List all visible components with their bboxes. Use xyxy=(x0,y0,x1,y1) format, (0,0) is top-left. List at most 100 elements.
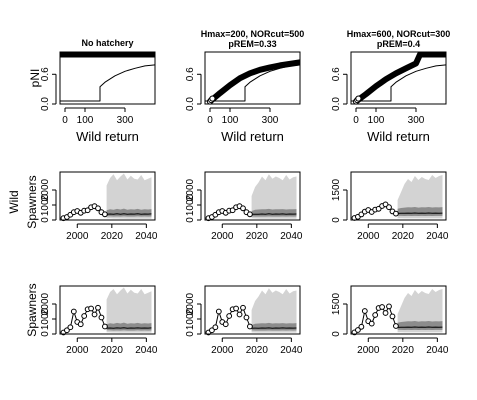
y-tick-label: 0 xyxy=(331,331,342,337)
panel-title: Hmax=200, NORcut=500 xyxy=(201,29,305,39)
observed-point xyxy=(387,304,392,309)
observed-point xyxy=(103,324,108,329)
y-tick-label: 0 xyxy=(40,331,51,337)
observed-point xyxy=(82,314,87,319)
x-tick-label: 2040 xyxy=(135,345,158,356)
y-tick-label: 0.6 xyxy=(40,67,51,81)
x-tick-label: 2040 xyxy=(280,231,303,242)
y-tick-label: 0 xyxy=(331,217,342,223)
x-axis-label: Wild return xyxy=(367,129,430,144)
observed-point xyxy=(213,325,218,330)
median-line xyxy=(107,214,152,215)
x-tick-label: 100 xyxy=(77,115,94,126)
x-tick-label: 2000 xyxy=(66,345,89,356)
y-tick-label: 2000 xyxy=(185,292,196,315)
y-tick-label: 2000 xyxy=(185,178,196,201)
series-line-thin xyxy=(60,65,155,101)
observed-point xyxy=(103,212,108,217)
plot-frame xyxy=(60,52,155,104)
row2-ylabel-line1: Wild xyxy=(7,190,21,213)
observed-point xyxy=(96,305,101,310)
series-line-thick xyxy=(356,55,446,102)
y-tick-label: 1500 xyxy=(331,178,342,201)
inner-interval-band xyxy=(107,209,152,217)
observed-point xyxy=(383,311,388,316)
inner-interval-band xyxy=(398,321,443,330)
observed-point xyxy=(248,212,253,217)
observed-point xyxy=(359,324,364,329)
observed-point xyxy=(241,305,246,310)
y-tick-label: 0 xyxy=(40,217,51,223)
y-tick-label: 0.6 xyxy=(331,67,342,81)
observed-point xyxy=(248,324,253,329)
x-tick-label: 2040 xyxy=(280,345,303,356)
panel-pni-hmax600: 0 100 300 0.0 0.6 Hmax=600, NORcut=300pREM=0.… xyxy=(331,29,450,144)
x-tick-label: 100 xyxy=(222,115,239,126)
x-tick-label: 2000 xyxy=(211,345,234,356)
observed-point xyxy=(362,309,367,314)
observed-point xyxy=(234,306,239,311)
x-tick-label: 2040 xyxy=(426,231,449,242)
observed-point xyxy=(216,309,221,314)
panel-pni-no-hatchery: 0 100 300 0.0 0.6 No hatchery Wild return xyxy=(40,38,155,144)
x-tick-label: 100 xyxy=(368,115,385,126)
panel-subtitle: pREM=0.4 xyxy=(377,39,420,49)
y-tick-label: 2000 xyxy=(40,178,51,201)
y-tick-label: 2000 xyxy=(40,292,51,315)
y-tick-label: 0 xyxy=(185,331,196,337)
y-tick-label: 0.0 xyxy=(40,97,51,111)
inner-interval-band xyxy=(252,209,297,217)
observed-point xyxy=(223,322,228,327)
x-tick-label: 2000 xyxy=(357,231,380,242)
x-tick-label: 2000 xyxy=(66,231,89,242)
observed-point xyxy=(244,315,249,320)
y-tick-label: 1500 xyxy=(331,292,342,315)
x-tick-label: 0 xyxy=(62,115,68,126)
x-tick-label: 0 xyxy=(207,115,213,126)
panel-spawners-no-hatchery: 2000 2020 2040010002000 xyxy=(40,286,158,356)
series-line-thick xyxy=(210,62,300,101)
x-tick-label: 300 xyxy=(408,115,425,126)
observed-point xyxy=(394,324,399,329)
curve-start-point xyxy=(210,96,215,101)
observed-point xyxy=(68,325,73,330)
y-tick-label: 0.0 xyxy=(185,97,196,111)
curve-start-point xyxy=(356,96,361,101)
y-tick-label: 0 xyxy=(185,217,196,223)
x-tick-label: 0 xyxy=(353,115,359,126)
observed-point xyxy=(89,306,94,311)
y-tick-label: 0.6 xyxy=(185,67,196,81)
x-tick-label: 2020 xyxy=(392,345,415,356)
x-tick-label: 2000 xyxy=(211,231,234,242)
x-tick-label: 2020 xyxy=(101,345,124,356)
y-tick-label: 0.0 xyxy=(331,97,342,111)
x-tick-label: 2020 xyxy=(246,231,269,242)
x-tick-label: 2040 xyxy=(426,345,449,356)
observed-point xyxy=(369,321,374,326)
observed-point xyxy=(92,312,97,317)
panel-title: Hmax=600, NORcut=300 xyxy=(347,29,451,39)
observed-point xyxy=(227,314,232,319)
panel-pni-hmax200: 0 100 300 0.0 0.6 Hmax=200, NORcut=500pREM=0.… xyxy=(185,29,304,144)
x-tick-label: 300 xyxy=(262,115,279,126)
x-axis-label: Wild return xyxy=(76,129,139,144)
panel-title: No hatchery xyxy=(81,38,133,48)
median-line xyxy=(252,214,297,215)
observed-point xyxy=(78,322,83,327)
observed-point xyxy=(394,211,399,216)
inner-interval-band xyxy=(398,207,443,216)
panel-spawners-hmax600: 2000 2020 2040 0 1500 xyxy=(331,286,449,356)
x-tick-label: 2000 xyxy=(357,345,380,356)
x-tick-label: 2020 xyxy=(392,231,415,242)
x-tick-label: 300 xyxy=(117,115,134,126)
observed-point xyxy=(390,314,395,319)
panel-wild-spawners-hmax600: 2000 2020 2040 0 1500 xyxy=(331,172,449,242)
x-axis-label: Wild return xyxy=(221,129,284,144)
observed-point xyxy=(373,313,378,318)
x-tick-label: 2040 xyxy=(135,231,158,242)
median-line xyxy=(107,328,152,329)
row2-ylabel-line2: Spawners xyxy=(25,175,39,228)
